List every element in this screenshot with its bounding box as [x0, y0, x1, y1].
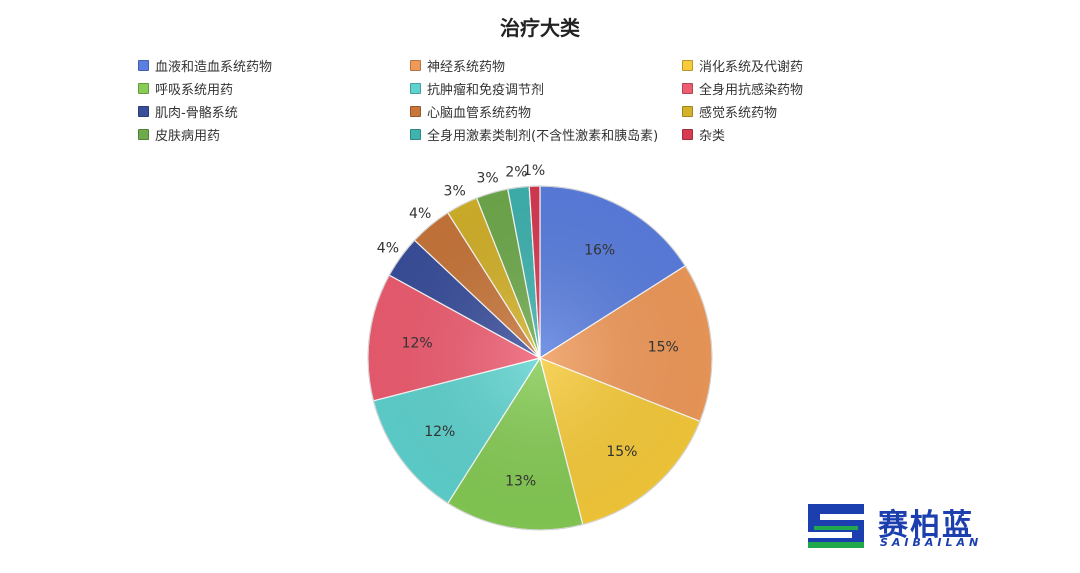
slice-label: 4% [409, 206, 431, 222]
legend-label: 呼吸系统用药 [155, 82, 234, 98]
legend-label: 心脑血管系统药物 [427, 105, 532, 121]
slice-label: 3% [444, 183, 466, 199]
legend-swatch [410, 105, 421, 117]
logo-s-mark-icon [808, 504, 864, 548]
legend-label: 神经系统药物 [427, 59, 506, 75]
slice-label: 16% [584, 242, 615, 258]
legend-label: 全身用激素类制剂(不含性激素和胰岛素) [427, 128, 659, 144]
legend-item: 感觉系统药物 [682, 100, 882, 122]
legend-swatch [682, 59, 693, 71]
legend-label: 消化系统及代谢药 [699, 59, 804, 75]
legend-label: 全身用抗感染药物 [699, 82, 804, 98]
logo-subtext: SAIBAILAN [880, 536, 983, 549]
legend-swatch [682, 82, 693, 94]
slice-label: 13% [505, 473, 536, 489]
legend-item: 皮肤病用药 [138, 123, 410, 145]
slice-label: 12% [402, 335, 433, 351]
logo-text: 赛柏蓝 [878, 508, 974, 543]
legend-label: 血液和造血系统药物 [155, 59, 273, 75]
legend-item: 杂类 [682, 123, 882, 145]
legend-swatch [682, 128, 693, 140]
legend-swatch [138, 128, 149, 140]
legend-label: 感觉系统药物 [699, 105, 778, 121]
legend-label: 皮肤病用药 [155, 128, 221, 144]
legend-swatch [138, 105, 149, 117]
legend-swatch [410, 128, 421, 140]
legend-item: 全身用抗感染药物 [682, 77, 882, 99]
legend-label: 抗肿瘤和免疫调节剂 [427, 82, 545, 98]
legend-item: 抗肿瘤和免疫调节剂 [410, 77, 682, 99]
chart-legend: 血液和造血系统药物 神经系统药物 消化系统及代谢药 呼吸系统用药 抗肿瘤和免疫调节剂 全身… [138, 54, 858, 145]
slice-label: 3% [476, 170, 498, 186]
slice-label: 2% [505, 164, 527, 180]
legend-label: 杂类 [699, 128, 726, 144]
legend-swatch [682, 105, 693, 117]
legend-item: 呼吸系统用药 [138, 77, 410, 99]
pie-outline [367, 185, 713, 531]
slice-label: 15% [606, 444, 637, 460]
slice-label: 1% [523, 163, 545, 179]
legend-item: 神经系统药物 [410, 54, 682, 76]
legend-label: 肌肉-骨骼系统 [155, 105, 238, 121]
chart-title: 治疗大类 [500, 16, 580, 40]
brand-logo: 赛柏蓝 SAIBAILAN [800, 498, 1062, 554]
legend-item: 全身用激素类制剂(不含性激素和胰岛素) [410, 123, 682, 145]
slice-label: 4% [377, 240, 399, 256]
legend-swatch [410, 59, 421, 71]
legend-swatch [138, 82, 149, 94]
legend-item: 血液和造血系统药物 [138, 54, 410, 76]
slice-label: 15% [648, 339, 679, 355]
slice-label: 12% [424, 424, 455, 440]
legend-swatch [410, 82, 421, 94]
legend-item: 肌肉-骨骼系统 [138, 100, 410, 122]
legend-item: 消化系统及代谢药 [682, 54, 882, 76]
legend-swatch [138, 59, 149, 71]
legend-item: 心脑血管系统药物 [410, 100, 682, 122]
